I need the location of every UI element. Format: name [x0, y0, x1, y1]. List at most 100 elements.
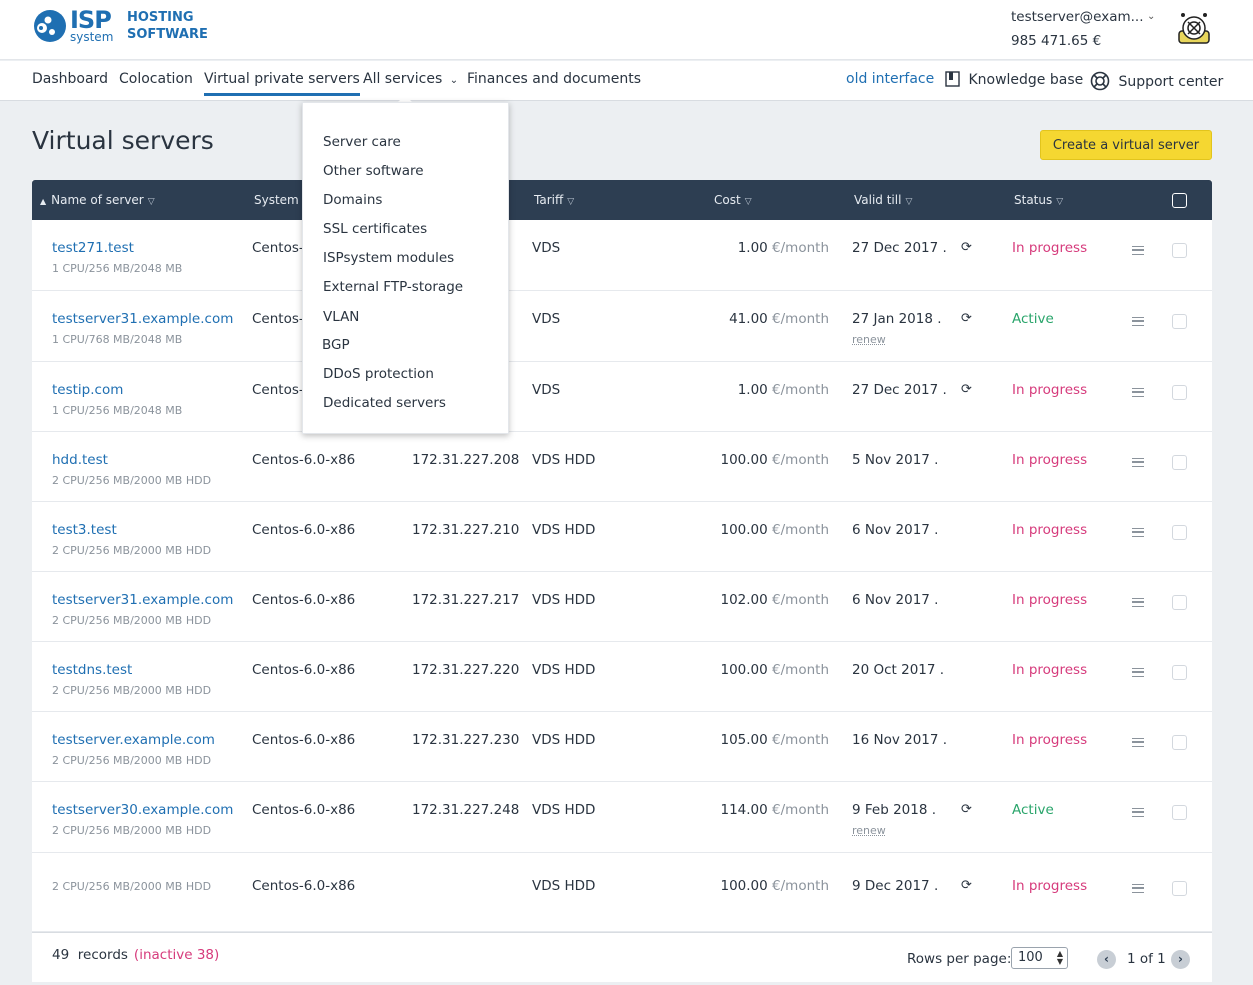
server-name-link[interactable]: test3.test: [52, 522, 117, 538]
row-checkbox[interactable]: [1172, 881, 1187, 896]
row-checkbox[interactable]: [1172, 805, 1187, 820]
nav-colocation[interactable]: Colocation: [119, 71, 193, 87]
prev-page-button[interactable]: ‹: [1097, 950, 1116, 969]
server-name-link[interactable]: test271.test: [52, 240, 134, 256]
table-row[interactable]: testdns.test 2 CPU/256 MB/2000 MB HDD Cent…: [32, 642, 1212, 712]
menu-icon[interactable]: [1132, 246, 1144, 255]
menu-icon[interactable]: [1132, 458, 1144, 467]
avatar[interactable]: [1175, 9, 1213, 47]
renew-link[interactable]: renew: [852, 333, 886, 346]
filter-icon[interactable]: ▽: [744, 197, 752, 207]
chevron-down-icon: ⌄: [449, 75, 459, 86]
server-name-link[interactable]: testserver30.example.com: [52, 802, 234, 818]
filter-icon[interactable]: ▽: [147, 197, 155, 207]
menu-icon[interactable]: [1132, 808, 1144, 817]
chevron-down-icon[interactable]: ⌄: [1147, 11, 1156, 22]
server-spec: 1 CPU/768 MB/2048 MB: [52, 333, 183, 346]
table-row[interactable]: testserver31.example.com 1 CPU/768 MB/204…: [32, 291, 1212, 362]
dropdown-item[interactable]: Domains: [323, 192, 383, 208]
server-valid-till: 27 Dec 2017 .: [852, 382, 947, 398]
server-system: Centos-6.0-x86: [252, 522, 356, 538]
dropdown-item[interactable]: Other software: [323, 163, 424, 179]
server-cost: 1.00 €/month: [737, 240, 829, 256]
column-cost[interactable]: Cost ▽: [714, 193, 752, 207]
server-name-link[interactable]: testserver.example.com: [52, 732, 215, 748]
column-name[interactable]: ▲ Name of server ▽: [40, 193, 155, 207]
nav-all-services[interactable]: All services ⌄: [363, 71, 458, 87]
row-checkbox[interactable]: [1172, 595, 1187, 610]
row-checkbox[interactable]: [1172, 455, 1187, 470]
menu-icon[interactable]: [1132, 598, 1144, 607]
inactive-records-link[interactable]: (inactive 38): [133, 947, 220, 963]
select-all-checkbox[interactable]: [1172, 193, 1187, 208]
dropdown-item[interactable]: ISPsystem modules: [323, 250, 455, 266]
support-center-link[interactable]: Support center: [1090, 71, 1223, 91]
server-name-link[interactable]: testip.com: [52, 382, 124, 398]
dropdown-item[interactable]: BGP: [322, 337, 350, 353]
nav-dashboard[interactable]: Dashboard: [32, 71, 108, 87]
server-name-link[interactable]: testserver31.example.com: [52, 592, 234, 608]
server-spec: 2 CPU/256 MB/2000 MB HDD: [52, 614, 212, 627]
server-name-link[interactable]: testdns.test: [52, 662, 133, 678]
filter-icon[interactable]: ▽: [1056, 197, 1064, 207]
logo[interactable]: ISP system HOSTING SOFTWARE: [32, 6, 212, 48]
row-checkbox[interactable]: [1172, 525, 1187, 540]
row-checkbox[interactable]: [1172, 665, 1187, 680]
column-status[interactable]: Status ▽: [1014, 193, 1064, 207]
renew-link[interactable]: renew: [852, 824, 886, 837]
dropdown-item[interactable]: Server care: [323, 134, 401, 150]
server-spec: 2 CPU/256 MB/2000 MB HDD: [52, 754, 212, 767]
dropdown-item[interactable]: External FTP-storage: [323, 279, 464, 295]
user-menu[interactable]: testserver@exam... ⌄ 985 471.65 €: [1011, 9, 1161, 49]
dropdown-item[interactable]: DDoS protection: [323, 366, 434, 382]
table-row[interactable]: testserver.example.com 2 CPU/256 MB/2000 …: [32, 712, 1212, 782]
row-checkbox[interactable]: [1172, 385, 1187, 400]
table-header: ▲ Name of server ▽ System Tariff ▽ Cost ▽ Va…: [32, 180, 1212, 220]
nav-virtual-private-servers[interactable]: Virtual private servers: [204, 71, 360, 96]
table-row[interactable]: test3.test 2 CPU/256 MB/2000 MB HDD Centos…: [32, 502, 1212, 572]
server-valid-till: 6 Nov 2017 .: [852, 592, 939, 608]
filter-icon[interactable]: ▽: [905, 197, 913, 207]
menu-icon[interactable]: [1132, 388, 1144, 397]
server-cost: 102.00 €/month: [720, 592, 830, 608]
dropdown-item[interactable]: Dedicated servers: [323, 395, 446, 411]
row-checkbox[interactable]: [1172, 314, 1187, 329]
column-tariff[interactable]: Tariff ▽: [534, 193, 575, 207]
nav-finances-and-documents[interactable]: Finances and documents: [467, 71, 642, 87]
menu-icon[interactable]: [1132, 738, 1144, 747]
dropdown-item[interactable]: VLAN: [323, 309, 360, 325]
server-name-link[interactable]: testserver31.example.com: [52, 311, 234, 327]
column-system[interactable]: System: [254, 193, 299, 207]
table-row[interactable]: hdd.test 2 CPU/256 MB/2000 MB HDD Centos-6…: [32, 432, 1212, 502]
server-cost: 100.00 €/month: [720, 522, 830, 538]
menu-icon[interactable]: [1132, 317, 1144, 326]
table-row[interactable]: testserver31.example.com 2 CPU/256 MB/200…: [32, 572, 1212, 642]
menu-icon[interactable]: [1132, 884, 1144, 893]
main-nav: Dashboard Colocation Virtual private ser…: [0, 61, 1253, 101]
knowledge-base-link[interactable]: Knowledge base: [945, 71, 1083, 88]
row-checkbox[interactable]: [1172, 243, 1187, 258]
server-spec: 1 CPU/256 MB/2048 MB: [52, 262, 183, 275]
create-virtual-server-button[interactable]: Create a virtual server: [1040, 130, 1212, 160]
filter-icon[interactable]: ▽: [567, 197, 575, 207]
server-cost: 100.00 €/month: [720, 662, 830, 678]
nav-all-services-label: All services: [363, 71, 443, 87]
column-valid-till[interactable]: Valid till ▽: [854, 193, 913, 207]
server-name-link[interactable]: hdd.test: [52, 452, 108, 468]
server-tariff: VDS HDD: [532, 592, 596, 608]
table-row[interactable]: testserver30.example.com 2 CPU/256 MB/200…: [32, 782, 1212, 853]
dropdown-item[interactable]: SSL certificates: [323, 221, 428, 237]
old-interface-link[interactable]: old interface: [846, 71, 935, 87]
table-row[interactable]: 2 CPU/256 MB/2000 MB HDD Centos-6.0-x86 VD…: [32, 853, 1212, 932]
server-valid-till: 9 Dec 2017 .: [852, 878, 939, 894]
logo-isp: ISP: [70, 6, 112, 34]
menu-icon[interactable]: [1132, 668, 1144, 677]
server-system: Centos-6.0-x86: [252, 732, 356, 748]
menu-icon[interactable]: [1132, 528, 1144, 537]
next-page-button[interactable]: ›: [1171, 950, 1190, 969]
rows-per-page-select[interactable]: 100 ▲ ▼: [1011, 947, 1068, 969]
user-email[interactable]: testserver@exam...: [1011, 9, 1144, 25]
row-checkbox[interactable]: [1172, 735, 1187, 750]
